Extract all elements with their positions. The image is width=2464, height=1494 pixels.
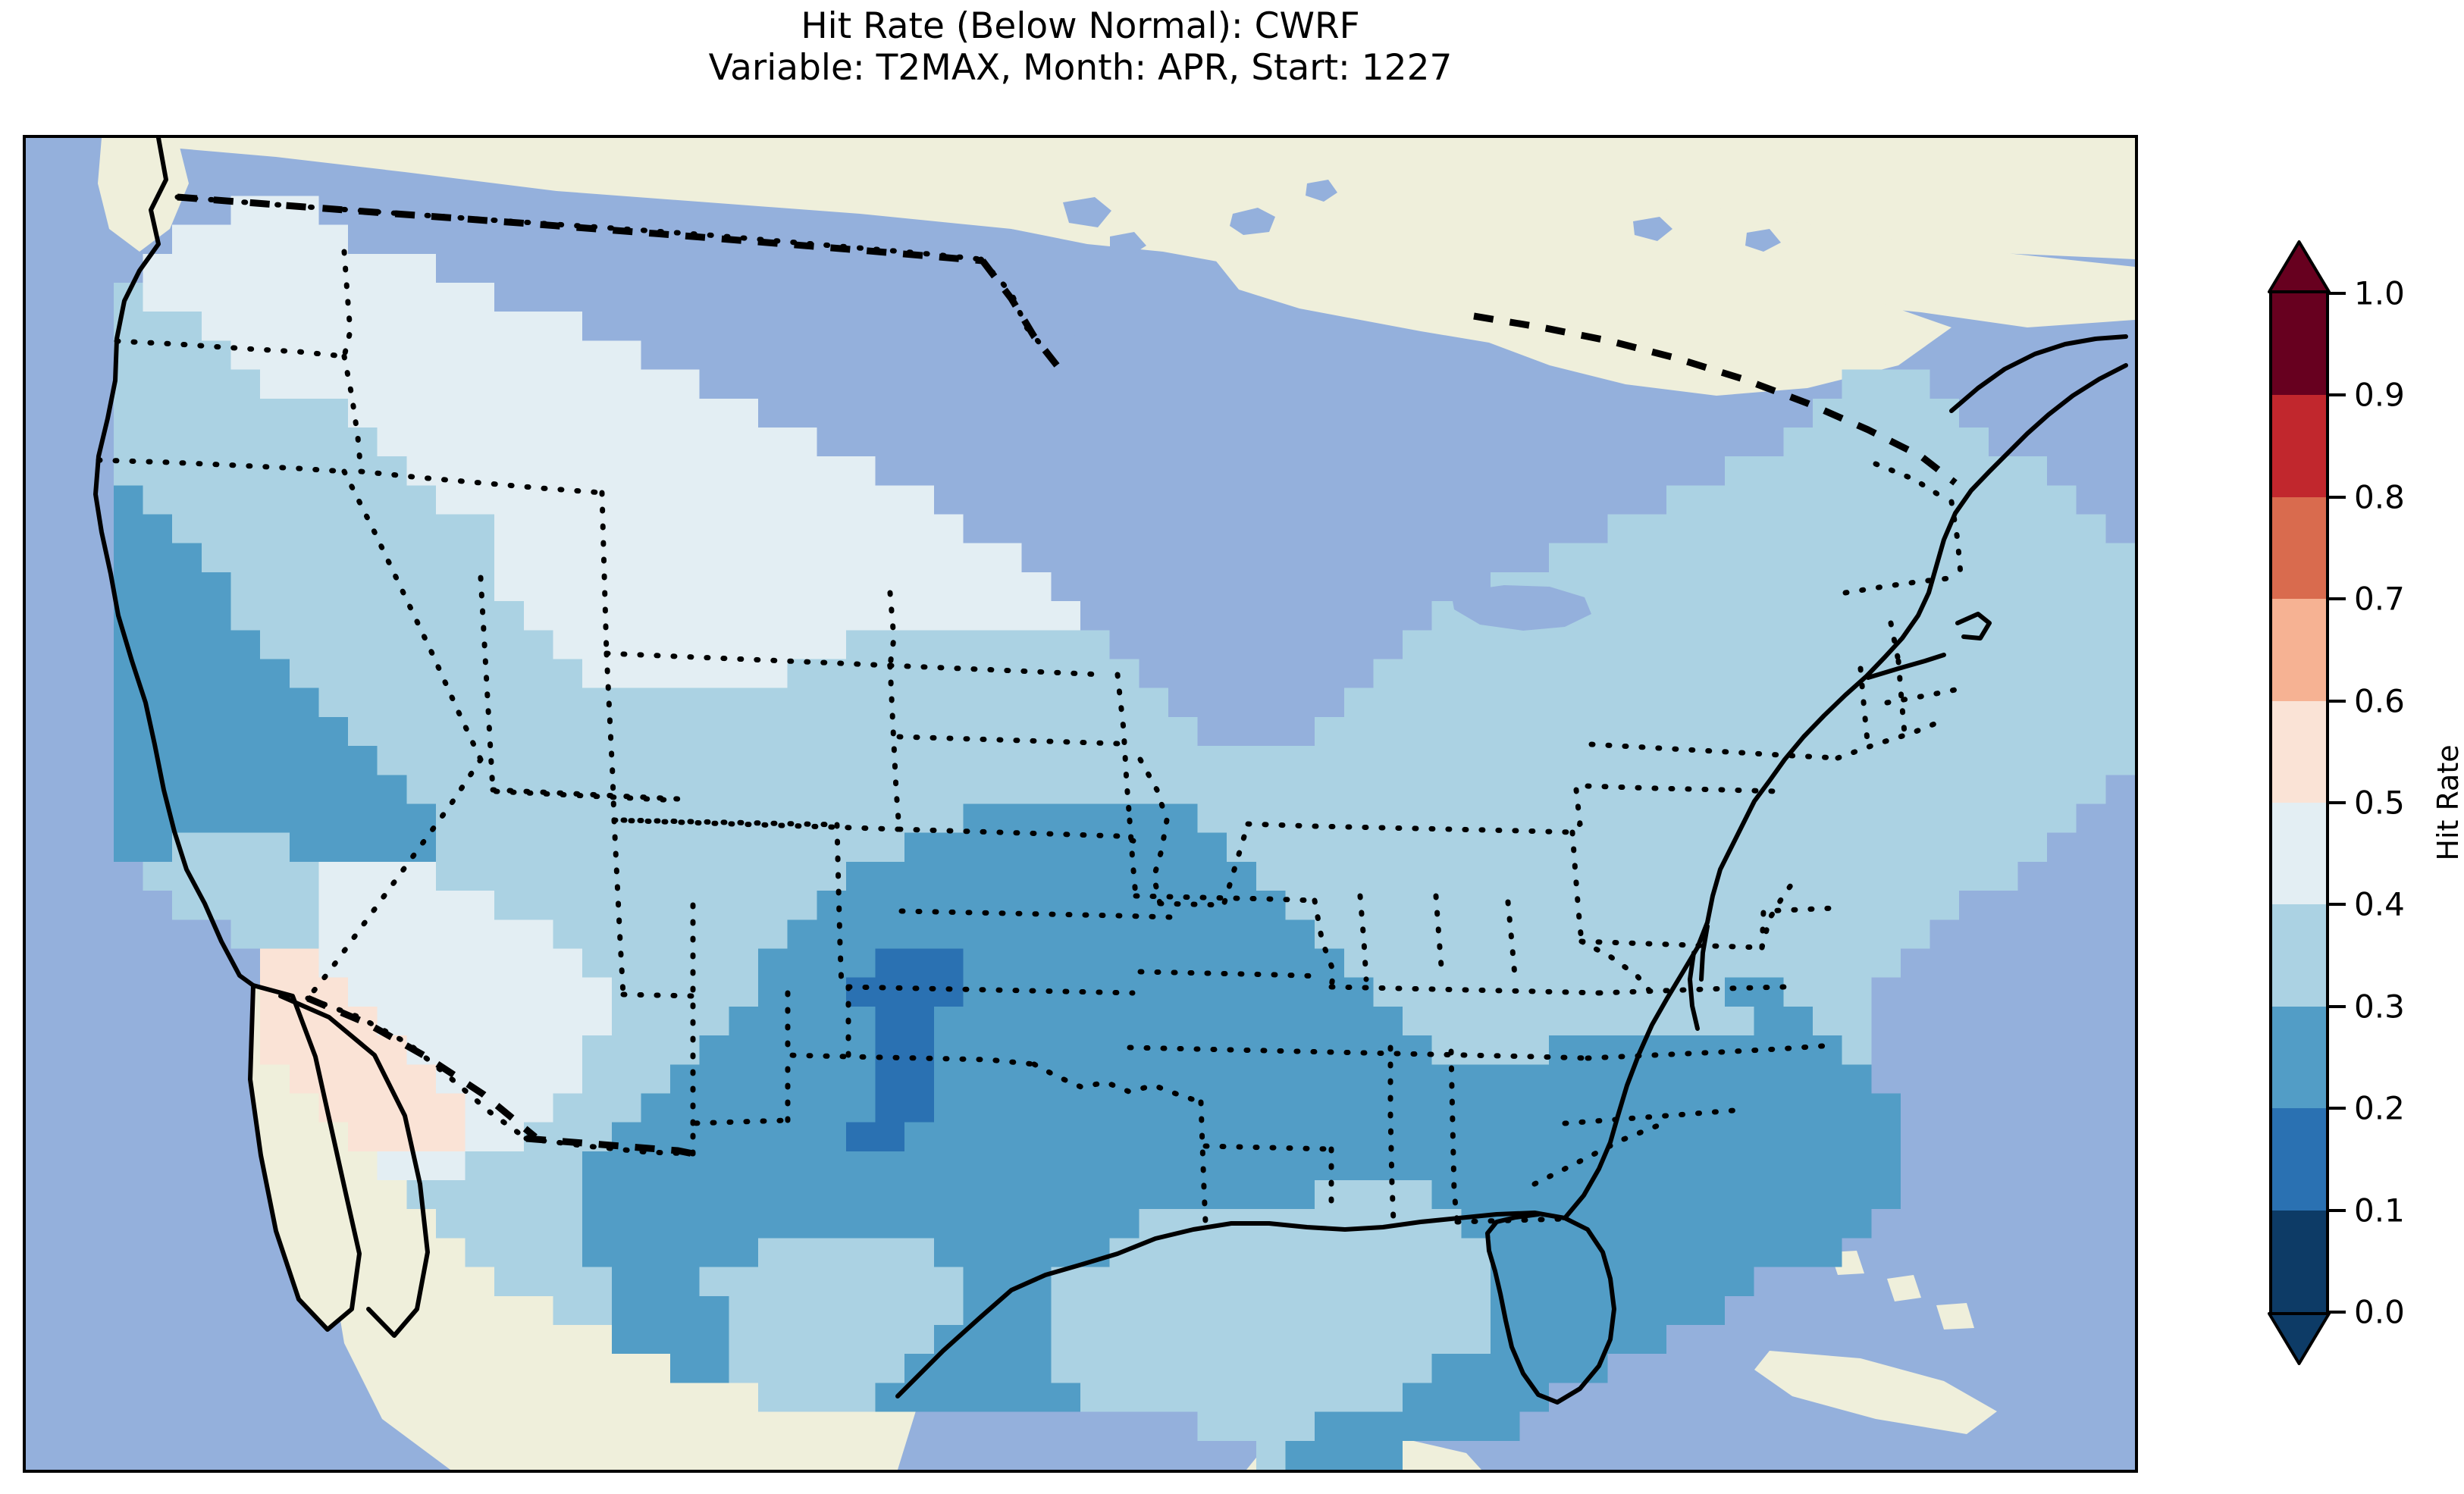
figure-title: Hit Rate (Below Normal): CWRF Variable: … — [0, 5, 2161, 89]
colorbar-tick-label-0.2: 0.2 — [2354, 1089, 2405, 1127]
colorbar-tick-0.1 — [2329, 1208, 2346, 1212]
colorbar-band-1 — [2272, 395, 2326, 497]
colorbar-extend-top-arrow — [2268, 240, 2331, 293]
colorbar-band-4 — [2272, 700, 2326, 803]
colorbar-tick-label-0.6: 0.6 — [2354, 682, 2405, 720]
colorbar-tick-label-0.5: 0.5 — [2354, 784, 2405, 822]
colorbar-tick-label-0.8: 0.8 — [2354, 478, 2405, 516]
colorbar-tick-label-1.0: 1.0 — [2354, 274, 2405, 312]
colorbar-tick-0.0 — [2329, 1311, 2346, 1314]
colorbar-tick-label-0.7: 0.7 — [2354, 580, 2405, 618]
colorbar-bands — [2269, 293, 2329, 1312]
colorbar-tick-label-0.0: 0.0 — [2354, 1293, 2405, 1331]
colorbar-tick-0.4 — [2329, 903, 2346, 907]
colorbar-band-9 — [2272, 1210, 2326, 1312]
colorbar-tick-label-0.1: 0.1 — [2354, 1192, 2405, 1229]
colorbar-band-8 — [2272, 1108, 2326, 1211]
colorbar-tick-label-0.3: 0.3 — [2354, 988, 2405, 1026]
title-line-2: Variable: T2MAX, Month: APR, Start: 1227 — [708, 46, 1453, 89]
colorbar-band-7 — [2272, 1006, 2326, 1109]
colorbar-extend-bottom-arrow — [2268, 1312, 2331, 1365]
colorbar-band-5 — [2272, 802, 2326, 905]
colorbar-band-6 — [2272, 904, 2326, 1007]
colorbar-tick-0.3 — [2329, 1004, 2346, 1008]
colorbar-tick-0.5 — [2329, 801, 2346, 804]
colorbar-band-2 — [2272, 496, 2326, 600]
map-panel[interactable] — [23, 135, 2138, 1473]
colorbar-tick-0.8 — [2329, 495, 2346, 499]
colorbar-tick-0.7 — [2329, 597, 2346, 601]
colorbar-tick-1.0 — [2329, 292, 2346, 295]
colorbar-tick-0.9 — [2329, 393, 2346, 397]
colorbar[interactable]: 1.0 0.9 0.8 0.7 0.6 0.5 0.4 0.3 0.2 0.1 0.0 Hit Ra… — [2268, 240, 2464, 1365]
colorbar-tick-label-0.4: 0.4 — [2354, 885, 2405, 923]
colorbar-tick-label-0.9: 0.9 — [2354, 376, 2405, 414]
title-line-1: Hit Rate (Below Normal): CWRF — [801, 5, 1360, 47]
colorbar-tick-0.2 — [2329, 1107, 2346, 1110]
geography-overlay — [93, 138, 2128, 1405]
colorbar-tick-0.6 — [2329, 699, 2346, 703]
colorbar-axis-label: Hit Rate — [2431, 744, 2464, 861]
colorbar-band-3 — [2272, 599, 2326, 701]
colorbar-band-0 — [2272, 293, 2326, 396]
